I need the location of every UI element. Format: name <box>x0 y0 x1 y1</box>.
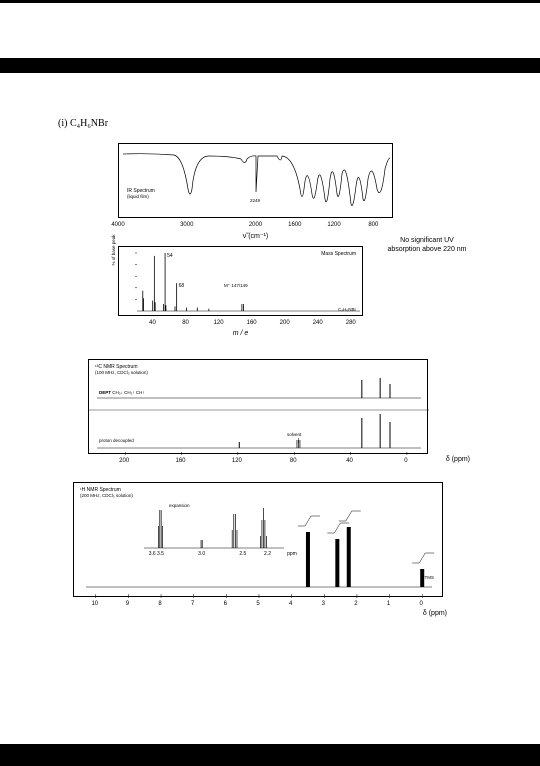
h1-plot: 3.63.5 3.0 2.5 2.2 ppm <box>74 483 444 598</box>
ms-panel: 5468 Mass Spectrum C₄H₆NBr M⁺ 147/149 % … <box>118 246 363 316</box>
h1-exp-label: expansion <box>169 503 190 508</box>
uv-note-line2: absorption above 220 nm <box>388 246 467 253</box>
uv-note-line1: No significant UV <box>400 237 454 244</box>
c13-dept-legend: CH₃↓ CH₂↑ CH↑ <box>112 390 144 395</box>
uv-note: No significant UV absorption above 220 n… <box>367 236 487 254</box>
c13-panel: ¹³C NMR Spectrum (100 MHz, CDCl₃ solutio… <box>88 359 428 454</box>
ir-xaxis: ν̃ (cm⁻¹) <box>118 232 393 240</box>
ms-formula: C₄H₆NBr <box>338 307 356 312</box>
ir-plot <box>119 144 394 219</box>
c13-dept-label: DEPT CH₃↓ CH₂↑ CH↑ <box>99 390 145 395</box>
top-edge-bar <box>0 0 540 3</box>
ir-subtitle: (liquid film) <box>127 194 155 199</box>
c13-title-block: ¹³C NMR Spectrum (100 MHz, CDCl₃ solutio… <box>95 364 148 375</box>
svg-text:2.5: 2.5 <box>239 551 246 557</box>
ms-xticks: 4080120160200240280 <box>118 320 363 328</box>
svg-text:3.0: 3.0 <box>198 551 205 557</box>
c13-dept-word: DEPT <box>99 390 111 395</box>
h1-tms-label: TMS <box>425 575 435 580</box>
problem-label: (i) C₄H₆NBr <box>58 118 495 129</box>
svg-text:68: 68 <box>179 283 185 289</box>
h1-panel: 3.63.5 3.0 2.5 2.2 ppm ¹H NMR Spectrum (200 … <box>73 482 443 597</box>
c13-pd-label: proton decoupled <box>99 438 134 443</box>
ms-xaxis: m / e <box>118 330 363 337</box>
main-content: (i) C₄H₆NBr IR Spectrum (liquid film) 22… <box>55 118 495 611</box>
ms-title: Mass Spectrum <box>321 251 356 257</box>
ms-plot: 54 68 <box>119 247 364 317</box>
h1-subtitle: (200 MHz, CDCl₃ solution) <box>80 493 133 498</box>
svg-text:ppm: ppm <box>287 551 297 557</box>
top-band-bar <box>0 58 540 73</box>
c13-delta: δ (ppm) <box>446 456 470 463</box>
ir-xticks: 40003000200016001200800 <box>118 222 393 230</box>
svg-text:54: 54 <box>167 253 173 259</box>
ms-mplus: M⁺ 147/149 <box>224 283 248 289</box>
h1-xticks: 109876543210 <box>73 601 443 611</box>
ir-title-block: IR Spectrum (liquid film) <box>127 188 155 199</box>
c13-xticks: 20016012080400 <box>88 458 428 468</box>
ms-ylabel: % of base peak <box>111 234 116 265</box>
c13-subtitle: (100 MHz, CDCl₃ solution) <box>95 370 148 375</box>
ir-peak-label: 2249 <box>250 198 260 203</box>
bottom-bar <box>0 744 540 766</box>
ir-panel: IR Spectrum (liquid film) 2249 <box>118 143 393 218</box>
h1-title-block: ¹H NMR Spectrum (200 MHz, CDCl₃ solution… <box>80 487 133 498</box>
c13-solvent-label: solvent <box>287 432 301 437</box>
svg-text:3.6: 3.6 <box>149 551 156 557</box>
svg-text:3.5: 3.5 <box>157 551 164 557</box>
svg-text:2.2: 2.2 <box>264 551 271 557</box>
h1-delta: δ (ppm) <box>423 610 447 617</box>
